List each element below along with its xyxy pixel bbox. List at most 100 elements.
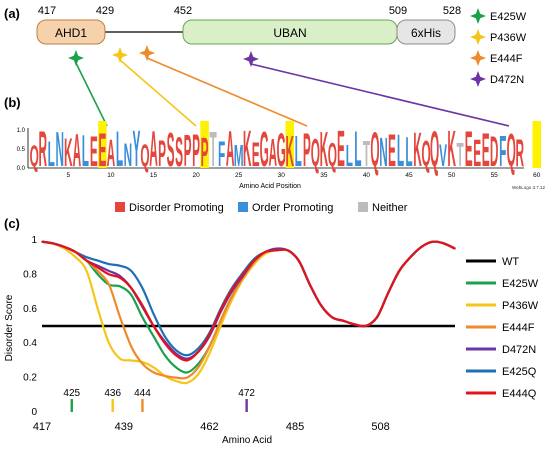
legend-label: E425W <box>490 11 527 23</box>
logo-letter: M <box>234 138 244 172</box>
logo-letter: Q <box>507 125 516 177</box>
logo-letter: Q <box>30 140 39 173</box>
data-point <box>164 342 166 344</box>
connector-line <box>75 62 108 127</box>
data-point <box>220 309 222 312</box>
logo-letter: P <box>184 125 192 176</box>
x-tick-label: 485 <box>286 421 304 433</box>
logo-letter: L <box>82 126 89 175</box>
logo-letter: T <box>210 122 217 177</box>
data-point <box>141 363 144 365</box>
data-point <box>186 359 188 361</box>
data-point <box>443 242 445 244</box>
x-tick-labels: 417 439 462 485 508 <box>33 421 390 433</box>
data-point <box>97 270 99 272</box>
logo-letter: Q <box>370 123 379 177</box>
x-tick-label: 462 <box>200 421 218 433</box>
data-point <box>186 382 188 384</box>
data-point <box>119 316 121 318</box>
data-point <box>63 248 65 250</box>
x-tick-label: 508 <box>371 421 389 433</box>
logo-letter: E <box>90 128 98 176</box>
marker-label: 472 <box>238 388 255 399</box>
logo-highlight <box>98 121 107 168</box>
domain-label: AHD1 <box>55 26 87 40</box>
series-line-e444q <box>41 240 456 362</box>
data-point <box>175 354 177 356</box>
data-point <box>153 325 155 327</box>
disorder-chart: 0 0.2 0.4 0.6 0.8 1 417 439 462 485 508 425 436 444… <box>4 235 456 446</box>
logo-letter: E <box>473 132 481 175</box>
data-point <box>175 366 177 368</box>
data-point <box>353 323 356 325</box>
data-point <box>52 242 54 244</box>
y-tick-label: 0.6 <box>23 304 37 315</box>
y-axis-label: Disorder Score <box>4 294 15 361</box>
legend-item-p436w: P436W <box>470 29 527 45</box>
logo-letter: T <box>363 134 370 174</box>
logo-letter: G <box>260 121 269 177</box>
legend-item-d472n: D472N <box>470 71 524 87</box>
data-point <box>208 334 210 336</box>
logo-letter: Q <box>311 132 320 175</box>
data-point <box>86 256 88 258</box>
data-point <box>41 241 43 243</box>
data-point <box>220 325 222 327</box>
logo-letter: E <box>388 126 396 177</box>
logo-letter: E <box>337 121 345 177</box>
logo-highlight <box>285 121 295 168</box>
panel-c-label: (c) <box>4 216 20 231</box>
legend-swatch-neither <box>358 202 368 212</box>
data-point <box>97 273 99 275</box>
logo-letter: N <box>124 138 133 174</box>
position-label: 509 <box>389 5 407 17</box>
series-line-d472n <box>41 240 456 360</box>
mutation-stars <box>68 45 259 67</box>
logo-letter: L <box>295 126 302 175</box>
data-point <box>164 375 166 377</box>
data-point <box>320 304 322 306</box>
logo-xtick-label: 30 <box>278 172 286 179</box>
logo-letter: N <box>379 131 388 176</box>
star-4-point-icon <box>470 50 486 66</box>
logo-letter: K <box>286 126 295 175</box>
data-point <box>108 263 110 265</box>
logo-xtick-label: 5 <box>67 172 71 179</box>
legend-item-e444f: E444F <box>470 50 523 66</box>
connector-line <box>250 63 510 127</box>
logo-xtick-label: 40 <box>363 172 371 179</box>
legend-label: WT <box>502 256 519 268</box>
domain-uban: UBAN <box>182 19 398 45</box>
data-point <box>231 296 233 298</box>
legend-label: E444F <box>502 322 535 334</box>
series-line-e425w <box>41 240 456 374</box>
domain-label: 6xHis <box>411 26 441 40</box>
data-point <box>74 251 77 253</box>
logo-xtick-label: 20 <box>192 172 200 179</box>
panel-b-label: (b) <box>4 95 21 110</box>
legend-label: E444F <box>490 53 523 65</box>
legend-label: P436W <box>502 300 539 312</box>
domain-box <box>36 19 106 45</box>
data-point <box>197 351 199 353</box>
data-point <box>275 249 277 251</box>
data-point <box>97 266 99 269</box>
series-lines <box>41 240 456 385</box>
data-point <box>298 260 300 262</box>
data-point <box>119 285 121 287</box>
data-point <box>74 256 77 258</box>
data-point <box>141 287 144 289</box>
logo-letter: T <box>457 138 464 174</box>
legend-label: P436W <box>490 32 527 44</box>
domain-box <box>396 19 456 45</box>
data-point <box>264 253 266 255</box>
domain-label: UBAN <box>273 26 306 40</box>
data-point <box>186 358 188 360</box>
legend-label: E425Q <box>502 366 537 378</box>
logo-xtick-label: 10 <box>107 172 115 179</box>
data-point <box>197 347 199 349</box>
x-tick-label: 439 <box>115 421 133 433</box>
logo-letter: L <box>116 121 123 177</box>
logo-letter: E <box>482 125 490 177</box>
